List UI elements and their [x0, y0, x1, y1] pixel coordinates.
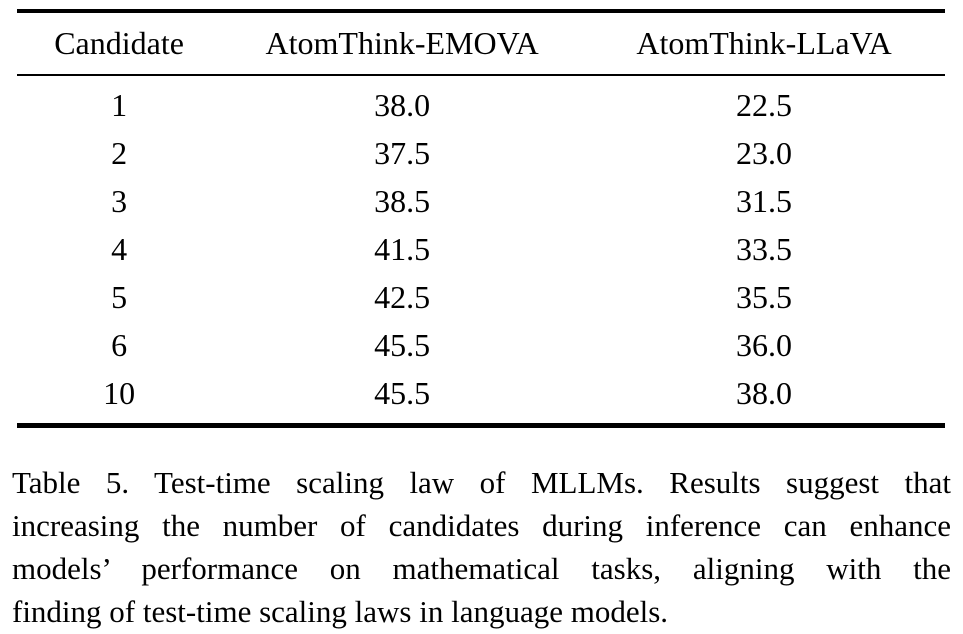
cell-candidate: 4 [111, 231, 128, 267]
cell-emova: 37.5 [374, 135, 431, 171]
cell-llava: 31.5 [736, 183, 793, 219]
caption-line: increasing the number of candidates duri… [12, 508, 951, 543]
table-row: 3 38.5 31.5 [17, 177, 945, 225]
cell-emova: 45.5 [374, 327, 431, 363]
cell-emova: 42.5 [374, 279, 431, 315]
results-table: Candidate AtomThink-EMOVA AtomThink-LLaV… [17, 9, 945, 428]
cell-llava: 22.5 [736, 87, 793, 123]
cell-emova: 41.5 [374, 231, 431, 267]
table-row: 10 45.5 38.0 [17, 369, 945, 426]
col-header-atomthink-llava: AtomThink-LLaVA [583, 11, 945, 76]
cell-candidate: 1 [111, 87, 128, 123]
table-row: 2 37.5 23.0 [17, 129, 945, 177]
cell-candidate: 10 [103, 375, 136, 411]
cell-llava: 38.0 [736, 375, 793, 411]
cell-llava: 36.0 [736, 327, 793, 363]
caption-line: finding of test-time scaling laws in lan… [12, 594, 669, 629]
cell-llava: 33.5 [736, 231, 793, 267]
cell-candidate: 5 [111, 279, 128, 315]
table-row: 5 42.5 35.5 [17, 273, 945, 321]
table-caption: Table 5. Test-time scaling law of MLLMs.… [12, 461, 951, 633]
col-header-candidate: Candidate [17, 11, 222, 76]
cell-candidate: 6 [111, 327, 128, 363]
col-header-atomthink-emova: AtomThink-EMOVA [221, 11, 584, 76]
cell-emova: 38.0 [374, 87, 431, 123]
table-header-row: Candidate AtomThink-EMOVA AtomThink-LLaV… [17, 11, 945, 76]
cell-candidate: 3 [111, 183, 128, 219]
cell-emova: 45.5 [374, 375, 431, 411]
caption-line: Table 5. Test-time scaling law of MLLMs.… [12, 465, 951, 500]
table-row: 1 38.0 22.5 [17, 75, 945, 129]
cell-candidate: 2 [111, 135, 128, 171]
table-row: 6 45.5 36.0 [17, 321, 945, 369]
table-row: 4 41.5 33.5 [17, 225, 945, 273]
cell-llava: 23.0 [736, 135, 793, 171]
caption-line: models’ performance on mathematical task… [12, 551, 951, 586]
cell-emova: 38.5 [374, 183, 431, 219]
cell-llava: 35.5 [736, 279, 793, 315]
